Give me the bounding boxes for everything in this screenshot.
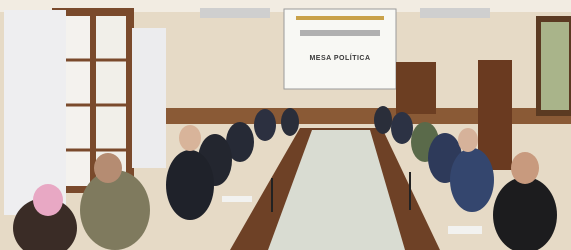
face	[94, 153, 122, 183]
air-conditioner	[420, 8, 490, 18]
face	[458, 128, 478, 152]
face-mask	[33, 184, 63, 216]
screen-logos	[300, 30, 380, 36]
person	[281, 108, 299, 136]
papers	[222, 196, 252, 202]
air-conditioner	[200, 8, 270, 18]
person	[374, 106, 392, 134]
person	[166, 150, 214, 220]
photo: MESA POLÍTICA	[0, 0, 571, 250]
person	[80, 170, 150, 250]
projection-screen	[284, 9, 396, 89]
banner	[4, 10, 66, 215]
person	[254, 109, 276, 141]
door	[396, 62, 436, 114]
person	[391, 112, 413, 144]
person	[450, 148, 494, 212]
papers	[448, 226, 482, 234]
face	[511, 152, 539, 184]
painting	[541, 22, 569, 110]
banner	[132, 28, 166, 168]
page: {"screen": {"title": "MESA POLÍTICA"}} M…	[0, 0, 571, 250]
face	[179, 125, 201, 151]
screen-logos	[296, 16, 384, 20]
screen-title: MESA POLÍTICA	[309, 53, 370, 62]
person	[493, 177, 557, 250]
